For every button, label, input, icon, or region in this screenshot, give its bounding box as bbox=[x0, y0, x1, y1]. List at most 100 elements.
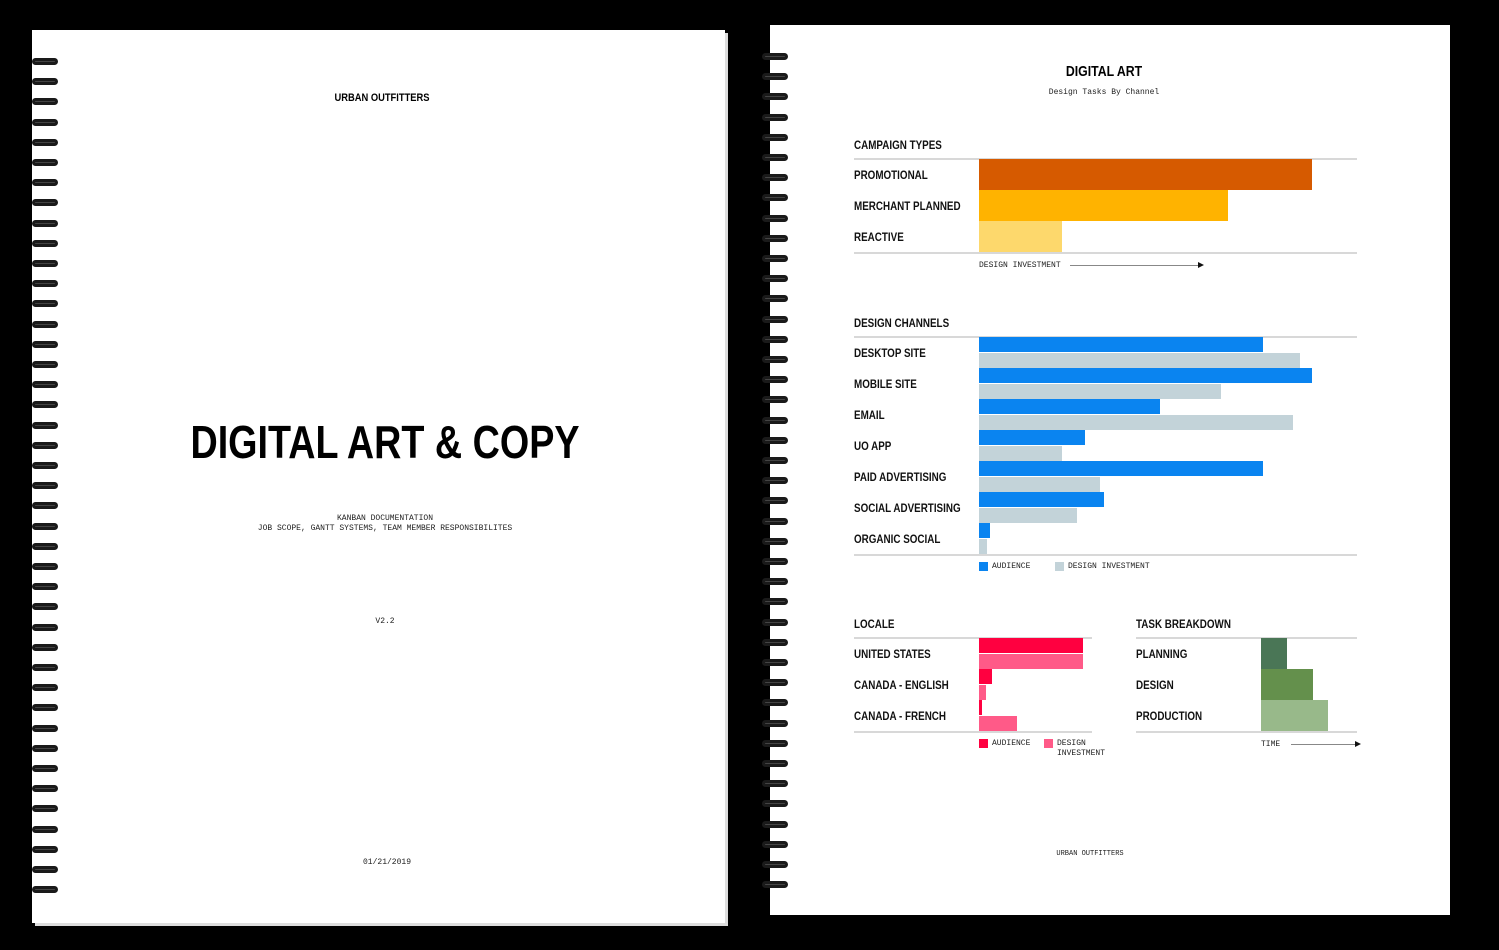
coil bbox=[32, 462, 58, 469]
coil bbox=[762, 861, 788, 868]
coil bbox=[32, 542, 58, 550]
x-axis-arrow bbox=[1070, 265, 1200, 266]
coil bbox=[32, 684, 58, 692]
legend-swatch bbox=[979, 562, 988, 571]
coil bbox=[762, 436, 788, 444]
bar bbox=[979, 159, 1312, 190]
coil bbox=[762, 174, 788, 182]
coil bbox=[762, 154, 788, 161]
category-label: MERCHANT PLANNED bbox=[854, 199, 961, 213]
coil bbox=[762, 396, 788, 404]
bar-design-investment bbox=[979, 653, 1084, 669]
coil bbox=[32, 340, 58, 348]
coil bbox=[32, 704, 58, 712]
coil bbox=[32, 785, 58, 793]
axis-bottom-rule bbox=[854, 252, 1357, 254]
coil bbox=[32, 219, 58, 227]
coil bbox=[762, 578, 788, 586]
coil bbox=[32, 280, 58, 288]
chart-title: CAMPAIGN TYPES bbox=[854, 138, 942, 152]
coil bbox=[762, 214, 788, 222]
bar-audience bbox=[979, 399, 1161, 414]
bar-audience bbox=[979, 700, 983, 715]
legend-swatch bbox=[1055, 562, 1064, 571]
coil bbox=[762, 255, 788, 262]
category-label: EMAIL bbox=[854, 408, 885, 422]
coil bbox=[762, 760, 788, 767]
coil bbox=[762, 376, 788, 384]
spiral-binding bbox=[32, 30, 62, 923]
coil bbox=[32, 643, 58, 651]
coil bbox=[32, 320, 58, 328]
bar-design-investment bbox=[979, 352, 1301, 368]
axis-bottom-rule bbox=[854, 731, 1092, 733]
axis-bottom-rule bbox=[1136, 731, 1357, 733]
bar-audience bbox=[979, 461, 1263, 476]
legend-label: AUDIENCE bbox=[992, 739, 1031, 748]
coil bbox=[762, 618, 788, 626]
coil bbox=[762, 53, 788, 60]
bar-design-investment bbox=[979, 445, 1063, 461]
coil bbox=[32, 866, 58, 873]
coil bbox=[32, 138, 58, 146]
bar-audience bbox=[979, 337, 1263, 352]
coil bbox=[32, 381, 58, 389]
x-axis-label: TIME bbox=[1261, 740, 1281, 749]
bar-design-investment bbox=[979, 538, 987, 554]
coil bbox=[32, 664, 58, 671]
cover-date: 01/21/2019 bbox=[362, 858, 411, 867]
category-label: PROMOTIONAL bbox=[854, 168, 928, 182]
coil bbox=[32, 98, 58, 106]
legend-label: AUDIENCE bbox=[992, 562, 1031, 571]
coil bbox=[32, 522, 58, 530]
bar-design-investment bbox=[979, 684, 986, 700]
arrowhead-icon bbox=[1198, 262, 1204, 268]
coil bbox=[762, 356, 788, 363]
bar bbox=[1261, 638, 1287, 669]
coil bbox=[32, 58, 58, 65]
bar-audience bbox=[979, 368, 1312, 383]
coil bbox=[32, 159, 58, 166]
bar-design-investment bbox=[979, 507, 1078, 523]
coil bbox=[32, 845, 58, 853]
coil bbox=[32, 199, 58, 207]
category-label: REACTIVE bbox=[854, 230, 904, 244]
bar-audience bbox=[979, 669, 993, 684]
report-subtitle: Design Tasks By Channel bbox=[1048, 88, 1160, 97]
bar bbox=[1261, 669, 1313, 700]
category-label: UO APP bbox=[854, 439, 892, 453]
coil bbox=[762, 335, 788, 343]
coil bbox=[762, 820, 788, 828]
bar bbox=[979, 190, 1229, 221]
coil bbox=[762, 739, 788, 747]
chart-title: TASK BREAKDOWN bbox=[1136, 617, 1231, 631]
coil bbox=[32, 744, 58, 752]
coil bbox=[762, 315, 788, 323]
bar-design-investment bbox=[979, 383, 1221, 399]
chart-title: LOCALE bbox=[854, 617, 895, 631]
legend-swatch bbox=[1044, 739, 1053, 748]
coil bbox=[762, 194, 788, 202]
category-label: PRODUCTION bbox=[1136, 709, 1203, 723]
coil bbox=[32, 482, 58, 490]
coil bbox=[32, 441, 58, 449]
coil bbox=[762, 416, 788, 424]
coil bbox=[32, 603, 58, 611]
coil bbox=[32, 724, 58, 732]
bar-audience bbox=[979, 638, 1084, 653]
bar-design-investment bbox=[979, 414, 1293, 430]
category-label: SOCIAL ADVERTISING bbox=[854, 501, 961, 515]
coil bbox=[762, 679, 788, 687]
coil bbox=[32, 361, 58, 368]
coil bbox=[762, 133, 788, 141]
bar-audience bbox=[979, 492, 1104, 507]
x-axis-label: DESIGN INVESTMENT bbox=[979, 261, 1061, 270]
coil bbox=[762, 457, 788, 464]
category-label: DESIGN bbox=[1136, 678, 1174, 692]
cover-page: URBAN OUTFITTERS DIGITAL ART & COPY KANB… bbox=[32, 30, 725, 923]
coil bbox=[762, 537, 788, 545]
coil bbox=[32, 502, 58, 510]
coil bbox=[32, 825, 58, 833]
coil bbox=[32, 179, 58, 187]
coil bbox=[762, 558, 788, 565]
